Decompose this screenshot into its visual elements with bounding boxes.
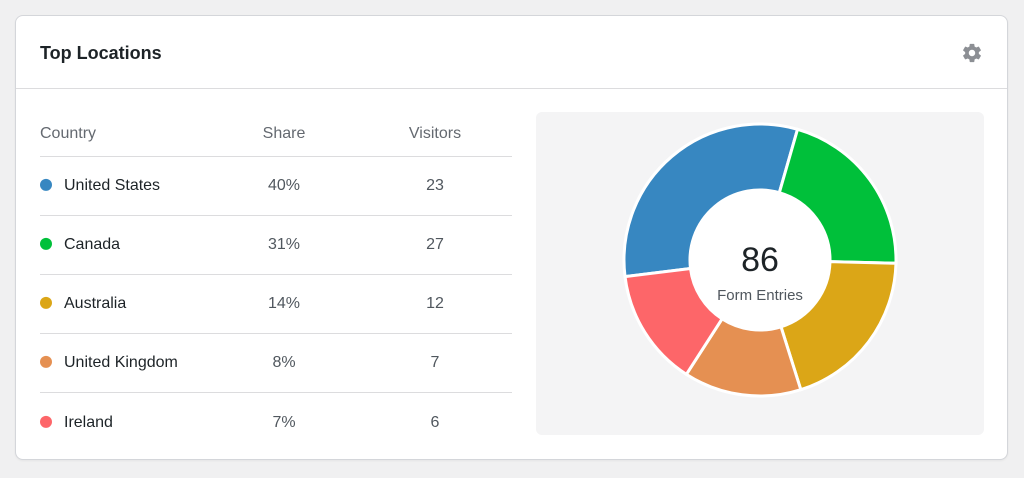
- share-cell: 40%: [267, 177, 301, 194]
- legend-dot: [40, 296, 52, 309]
- country-name: Canada: [64, 235, 121, 253]
- column-header-visitors: Visitors: [408, 125, 462, 142]
- donut-chart: [622, 122, 898, 398]
- country-name: United States: [64, 176, 161, 194]
- legend-dot: [40, 415, 52, 428]
- donut-slice-canada: [777, 127, 898, 265]
- country-name: Australia: [64, 294, 127, 312]
- country-cell: Australia: [40, 295, 126, 313]
- visitors-cell: 27: [426, 236, 444, 253]
- table-row: United States 40% 23: [40, 157, 512, 216]
- country-cell: Canada: [40, 236, 120, 254]
- donut-slice-united-states: [622, 122, 800, 279]
- column-header-country: Country: [40, 125, 97, 142]
- share-cell: 31%: [267, 236, 301, 253]
- donut-slice-australia: [779, 260, 898, 392]
- legend-dot: [40, 178, 52, 191]
- card-header: Top Locations: [16, 16, 1007, 89]
- table-row: United Kingdom 8% 7: [40, 334, 512, 393]
- share-cell: 14%: [267, 295, 301, 312]
- country-cell: Ireland: [40, 413, 113, 431]
- share-cell: 8%: [272, 354, 296, 371]
- visitors-cell: 6: [430, 413, 440, 431]
- donut-center-value: 86: [741, 241, 779, 279]
- legend-dot: [40, 237, 52, 250]
- legend-dot: [40, 355, 52, 368]
- visitors-cell: 23: [426, 177, 444, 194]
- top-locations-card: Top Locations Country Share Visitors Uni…: [15, 15, 1008, 460]
- share-cell: 7%: [272, 413, 296, 431]
- donut-slice-ireland: [623, 266, 725, 377]
- visitors-cell: 7: [430, 354, 440, 371]
- table-header: Country Share Visitors: [40, 112, 512, 157]
- country-cell: United States: [40, 177, 160, 195]
- donut-center-label: Form Entries: [717, 287, 803, 304]
- column-header-share: Share: [262, 125, 306, 142]
- donut-chart-panel: 86 Form Entries: [536, 112, 984, 435]
- table-row: Canada 31% 27: [40, 216, 512, 275]
- country-cell: United Kingdom: [40, 354, 178, 372]
- card-title: Top Locations: [40, 43, 162, 63]
- locations-table: Country Share Visitors United States 40%…: [40, 112, 512, 452]
- table-row: Australia 14% 12: [40, 275, 512, 334]
- table-row: Ireland 7% 6: [40, 393, 512, 452]
- country-name: United Kingdom: [64, 353, 178, 371]
- visitors-cell: 12: [426, 295, 444, 312]
- gear-icon[interactable]: [961, 42, 983, 64]
- donut-hole: [691, 191, 829, 329]
- country-name: Ireland: [64, 413, 113, 431]
